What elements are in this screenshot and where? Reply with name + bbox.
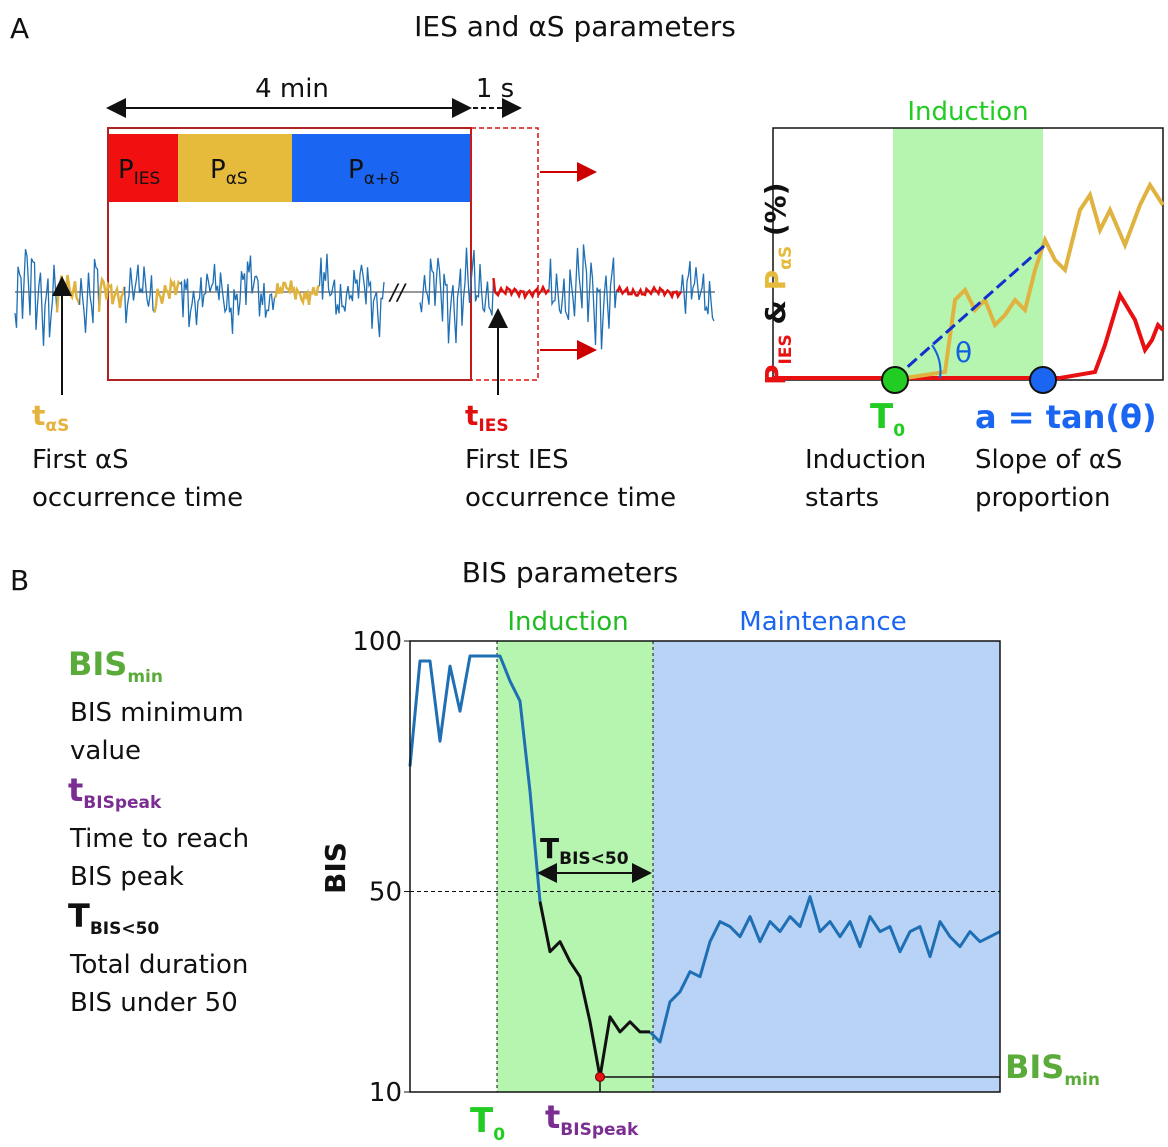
eeg-segment [14, 248, 58, 346]
label: 4 min [255, 74, 329, 104]
label: a = tan(θ) [975, 398, 1157, 436]
marker [1029, 366, 1057, 394]
label: T0 [470, 1101, 505, 1145]
label: θ [955, 336, 972, 369]
axis-label: PIES & PαS (%) [759, 182, 796, 385]
eeg-segment [78, 258, 100, 333]
label: proportion [975, 483, 1110, 513]
bis-line [538, 901, 650, 1079]
band [653, 641, 1000, 1092]
y-tick-label: 10 [369, 1078, 402, 1108]
y-tick-label: 50 [369, 878, 402, 908]
label: Induction [805, 445, 926, 475]
band [893, 128, 1043, 380]
eeg-segment [492, 277, 550, 301]
label: First IES [465, 445, 569, 475]
label: TBIS<50 [540, 832, 629, 869]
label: 1 s [476, 74, 514, 104]
angle [931, 344, 942, 379]
label: tBISpeak [545, 1098, 639, 1140]
as-curve [904, 180, 1165, 380]
marker [881, 366, 909, 394]
label: Maintenance [739, 607, 906, 637]
eeg-segment [318, 253, 385, 338]
label: PαS [210, 155, 248, 189]
label: Induction [507, 607, 628, 637]
label: occurrence time [465, 483, 676, 513]
legend-text: BIS under 50 [70, 988, 238, 1018]
bar [178, 134, 292, 202]
label: Pα+δ [348, 155, 400, 189]
eeg-segment [548, 244, 618, 350]
eeg-segment [153, 276, 181, 313]
label: starts [805, 483, 879, 513]
label: T0 [870, 397, 905, 441]
label: tIES [465, 399, 509, 436]
panel-title: BIS parameters [462, 556, 679, 589]
frame [409, 640, 1001, 1093]
legend-text: value [70, 736, 141, 766]
label: tαS [32, 399, 69, 436]
bar [292, 134, 471, 202]
break-mark: // [388, 281, 407, 306]
label: BISmin [1005, 1048, 1100, 1090]
legend-text: BIS minimum [70, 698, 244, 728]
label: Induction [907, 97, 1028, 127]
label: PIES [118, 155, 160, 189]
eeg-segment [123, 264, 156, 324]
legend-text: Time to reach [69, 824, 249, 854]
eeg-segment [273, 280, 321, 307]
label: Slope of αS [975, 445, 1122, 475]
legend: BISmin BIS minimum value tBISpeak Time to re… [68, 645, 249, 1018]
eeg-segment [616, 284, 683, 300]
legend-key: BISmin [68, 645, 163, 687]
panel-letter: B [10, 564, 29, 597]
eeg-segment [680, 261, 715, 322]
panel-title: IES and αS parameters [414, 10, 736, 43]
legend-text: Total duration [69, 950, 248, 980]
eeg-trace: // [14, 244, 715, 350]
legend-key: TBIS<50 [68, 897, 159, 939]
eeg-segment [97, 275, 126, 312]
ies-curve [773, 290, 1165, 380]
min-point [595, 1071, 605, 1082]
legend-text: BIS peak [70, 862, 184, 892]
bis-line [408, 654, 1001, 1044]
eeg-segment [55, 274, 81, 313]
label: First αS [32, 445, 129, 475]
label: occurrence time [32, 483, 243, 513]
bar [108, 134, 178, 202]
plot: 10 50 100 [352, 627, 1001, 1108]
legend-key: tBISpeak [68, 771, 162, 813]
window [470, 127, 539, 381]
eeg-segment [419, 247, 495, 344]
eeg-segment [179, 255, 276, 334]
panel-letter: A [10, 12, 29, 45]
axis-label: BIS [319, 842, 352, 894]
y-tick-label: 100 [352, 627, 402, 657]
